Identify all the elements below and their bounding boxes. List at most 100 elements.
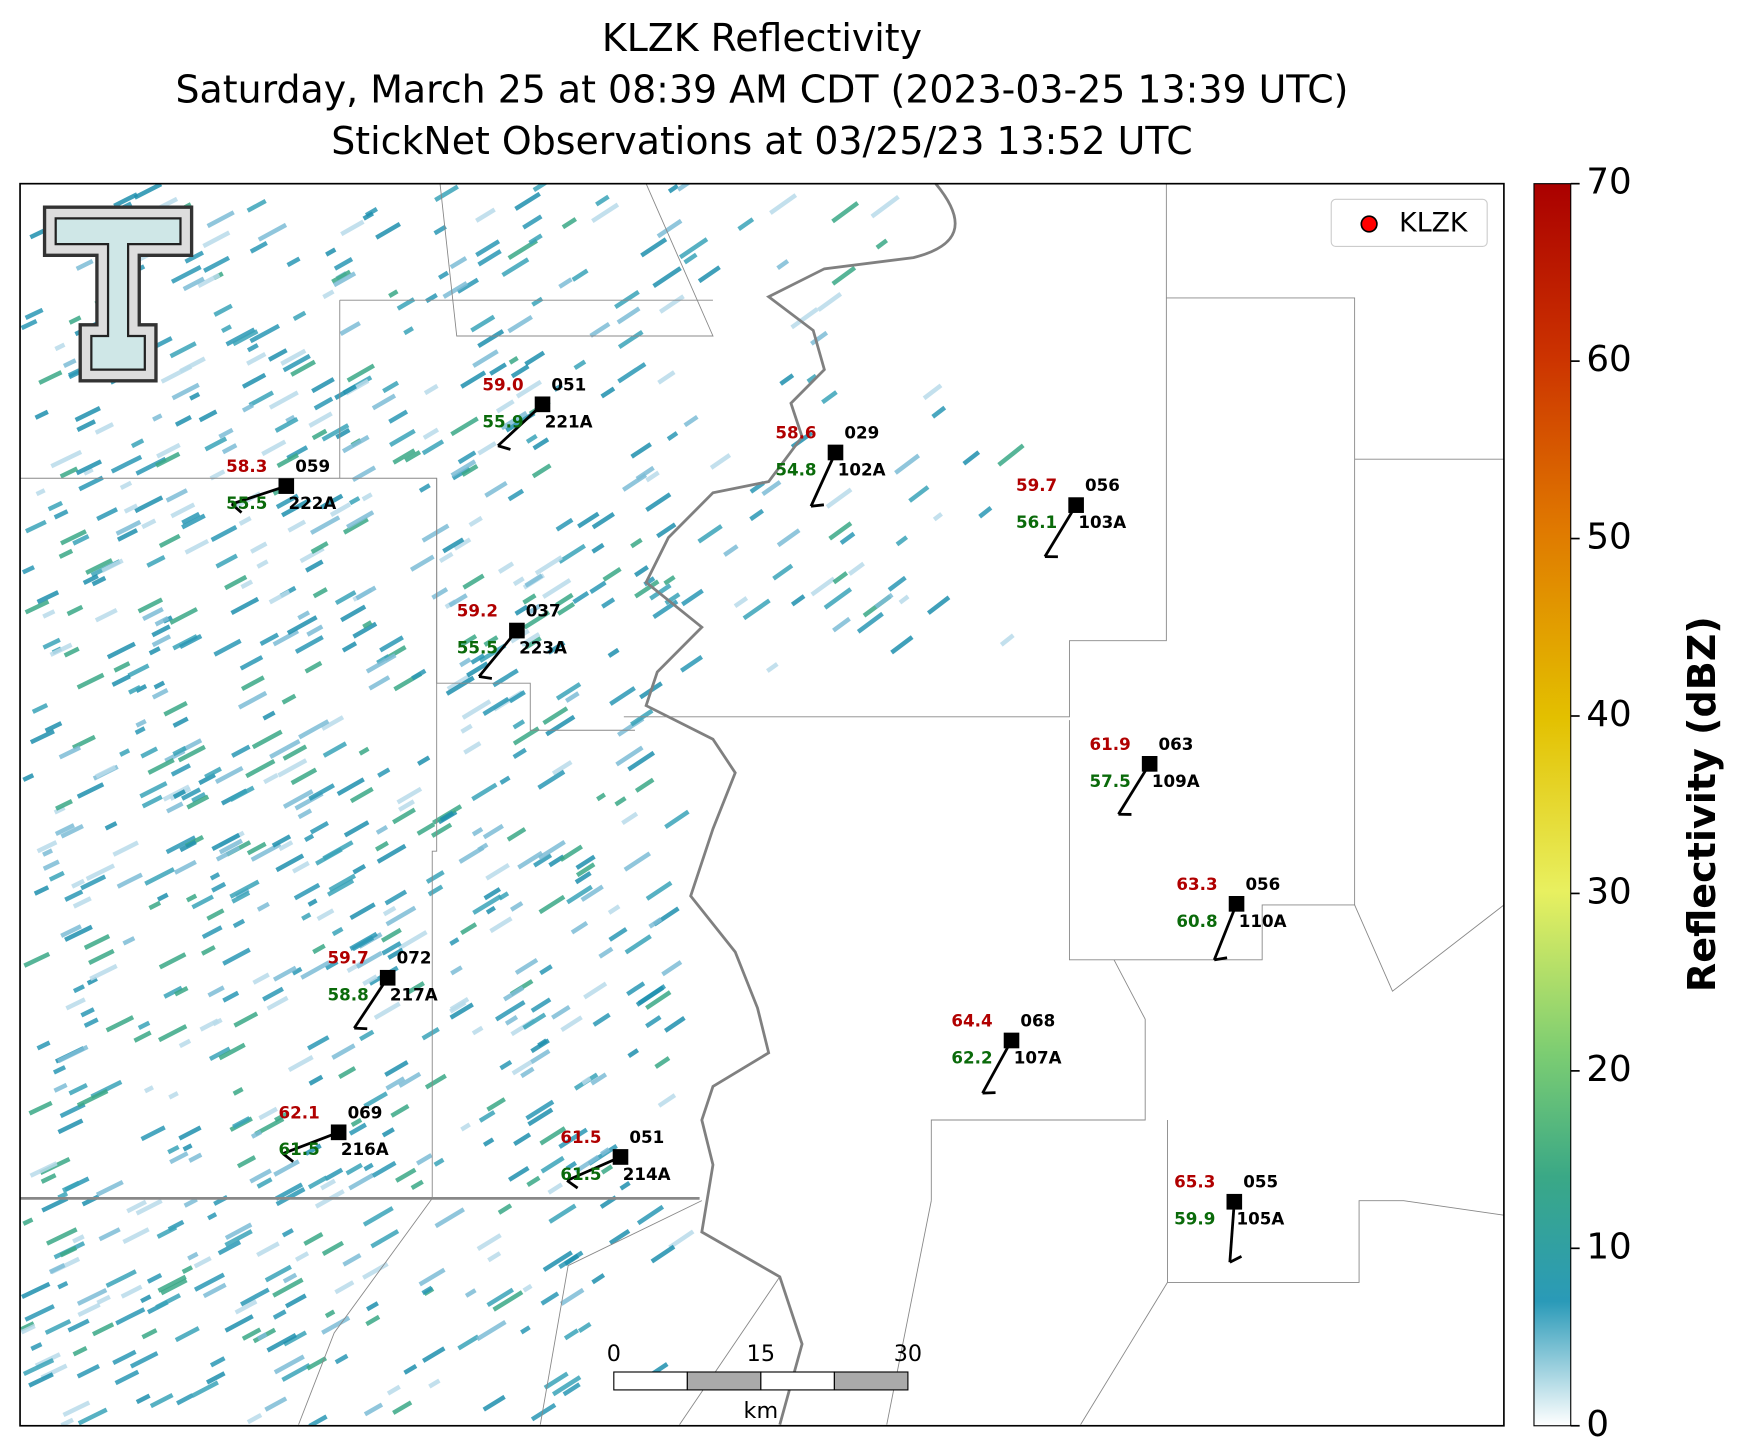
title-line: StickNet Observations at 03/25/23 13:52 …	[331, 119, 1192, 163]
radar-streak	[321, 1240, 344, 1256]
radar-streak	[170, 502, 196, 519]
radar-streak	[68, 315, 82, 325]
radar-streak	[135, 1393, 151, 1405]
radar-streak	[848, 561, 865, 576]
radar-streak	[248, 390, 274, 408]
radar-streak	[338, 1066, 357, 1079]
colorbar: Reflectivity (dBZ) 0 10 20 30 40 50 60 70	[1533, 162, 1724, 1445]
radar-streak	[362, 1261, 389, 1280]
radar-streak	[185, 893, 198, 903]
radar-streak	[495, 1000, 526, 1022]
dewpoint: 61.5	[560, 1164, 601, 1184]
radar-streak	[75, 459, 103, 476]
radar-streak	[63, 646, 80, 658]
radar-streak	[33, 885, 50, 896]
radar-streak	[44, 1319, 72, 1335]
radar-streak	[766, 662, 779, 673]
radar-streak	[555, 517, 574, 532]
radar-streak	[349, 931, 378, 951]
radar-streak	[294, 635, 324, 654]
radar-streak	[459, 657, 472, 668]
radar-streak	[468, 515, 483, 528]
wind-barb	[981, 1039, 1013, 1094]
dewpoint: 60.8	[1176, 911, 1217, 931]
radar-streak	[666, 431, 679, 441]
radar-streak	[110, 454, 143, 474]
radar-streak	[575, 862, 596, 878]
radar-streak	[312, 587, 328, 599]
radar-streak	[453, 537, 472, 551]
radar-streak	[96, 507, 118, 522]
radar-streak	[231, 744, 251, 758]
radar-streak	[236, 1155, 257, 1169]
radar-streak	[83, 933, 111, 950]
radar-streak	[309, 820, 329, 835]
radar-streak	[417, 755, 431, 766]
radar-streak	[112, 1349, 137, 1365]
radar-returns	[20, 183, 1025, 1426]
radar-streak	[359, 1029, 375, 1042]
radar-streak	[174, 986, 189, 997]
radar-streak	[373, 1001, 401, 1020]
radar-streak	[551, 760, 573, 776]
radar-streak	[269, 739, 301, 759]
radar-streak	[287, 1055, 314, 1073]
radar-streak	[908, 485, 930, 503]
radar-streak	[283, 1330, 307, 1347]
radar-streak	[627, 750, 656, 772]
radar-streak	[890, 635, 914, 655]
radar-streak	[20, 1323, 36, 1335]
scale-label: 30	[894, 1341, 922, 1367]
radar-streak	[575, 854, 596, 870]
radar-streak	[282, 789, 314, 809]
radar-streak	[358, 746, 370, 756]
radar-streak	[779, 373, 795, 386]
radar-streak	[304, 1143, 322, 1156]
radar-streak	[349, 786, 374, 804]
radar-streak	[298, 719, 330, 740]
radar-streak	[442, 281, 468, 299]
radar-streak	[308, 1074, 324, 1086]
radar-streak	[188, 1152, 203, 1163]
radar-streak	[274, 1111, 289, 1123]
radar-streak	[389, 428, 416, 448]
radar-streak	[543, 1371, 569, 1390]
radar-streak	[484, 480, 508, 498]
radar-streak	[313, 396, 334, 411]
radar-streak	[278, 840, 294, 852]
radar-streak	[281, 497, 312, 518]
radar-streak	[537, 840, 566, 860]
radar-streak	[203, 255, 230, 273]
radar-streak	[531, 463, 552, 479]
radar-streak	[403, 326, 414, 336]
radar-streak	[667, 183, 679, 194]
radar-streak	[155, 1293, 181, 1310]
radar-streak	[58, 548, 74, 559]
radar-streak	[238, 516, 252, 526]
radar-streak	[392, 448, 416, 465]
radar-streak	[281, 1228, 294, 1238]
radar-streak	[60, 924, 82, 938]
radar-streak	[595, 194, 610, 207]
radar-streak	[630, 442, 652, 459]
pressure: 072	[397, 948, 432, 968]
radar-streak	[564, 691, 580, 703]
dewpoint: 61.5	[279, 1139, 320, 1159]
radar-streak	[222, 990, 240, 1003]
radar-streak	[229, 879, 260, 899]
wind-barb-flag	[497, 444, 511, 451]
radar-streak	[249, 323, 280, 344]
radar-streak	[810, 330, 829, 346]
station-id: 103A	[1078, 512, 1126, 532]
radar-streak	[348, 1122, 367, 1136]
radar-streak	[483, 887, 502, 901]
radar-streak	[336, 777, 365, 797]
radar-streak	[623, 851, 651, 872]
radar-streak	[523, 610, 551, 630]
radar-streak	[769, 193, 798, 215]
radar-streak	[733, 596, 749, 609]
radar-streak	[424, 1073, 447, 1090]
radar-streak	[475, 207, 496, 223]
radar-streak	[135, 1198, 163, 1216]
radar-streak	[266, 995, 289, 1011]
